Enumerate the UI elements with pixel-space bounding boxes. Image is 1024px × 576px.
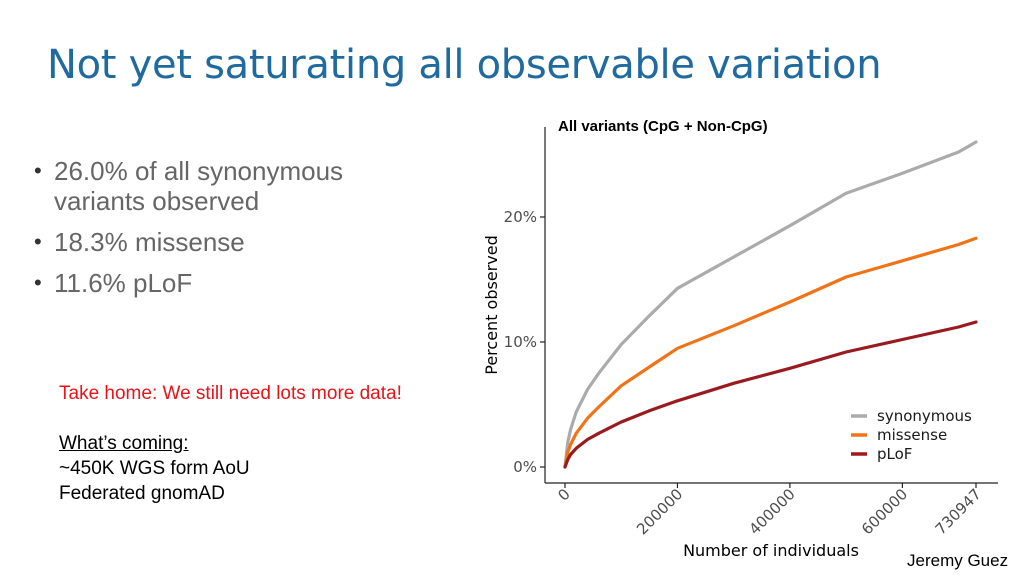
bullet-text: 18.3% missense (54, 227, 245, 257)
bullet-item: • 11.6% pLoF (34, 268, 434, 298)
x-tick-label: 600000 (858, 485, 911, 538)
author-credit: Jeremy Guez (907, 551, 1009, 570)
series-line-plof (563, 320, 978, 469)
bullet-dot: • (34, 158, 42, 183)
legend-label: pLoF (877, 445, 912, 463)
whats-coming-item: ~450K WGS form AoU (59, 458, 250, 479)
whats-coming-heading: What’s coming: (59, 433, 189, 454)
series-line-missense (563, 236, 978, 469)
legend-label: synonymous (877, 407, 972, 425)
y-tick-label: 0% (513, 458, 537, 476)
whats-coming-block: What’s coming: ~450K WGS form AoU Federa… (59, 431, 250, 506)
x-tick-label: 400000 (746, 485, 799, 538)
x-tick-label: 200000 (633, 485, 686, 538)
x-tick-label: 730947 (932, 485, 985, 538)
bullet-list: • 26.0% of all synonymous variants observ… (34, 156, 434, 309)
y-axis-label: Percent observed (482, 235, 501, 374)
series-line-synonymous (563, 140, 978, 469)
legend-label: missense (877, 426, 947, 444)
bullet-item: • 18.3% missense (34, 227, 434, 257)
x-axis-label: Number of individuals (683, 541, 859, 560)
bullet-item: • 26.0% of all synonymous variants observ… (34, 156, 434, 216)
whats-coming-item: Federated gnomAD (59, 483, 225, 504)
bullet-dot: • (34, 229, 42, 254)
x-tick-label: 0 (554, 485, 573, 504)
y-tick-label: 20% (504, 208, 537, 226)
chart-title: All variants (CpG + Non-CpG) (558, 118, 768, 135)
bullet-text: 11.6% pLoF (54, 268, 193, 298)
slide-title: Not yet saturating all observable variat… (47, 42, 882, 88)
take-home-message: Take home: We still need lots more data! (59, 383, 402, 404)
bullet-text: 26.0% of all synonymous variants observe… (54, 156, 344, 216)
bullet-dot: • (34, 270, 42, 295)
y-tick-label: 10% (504, 333, 537, 351)
